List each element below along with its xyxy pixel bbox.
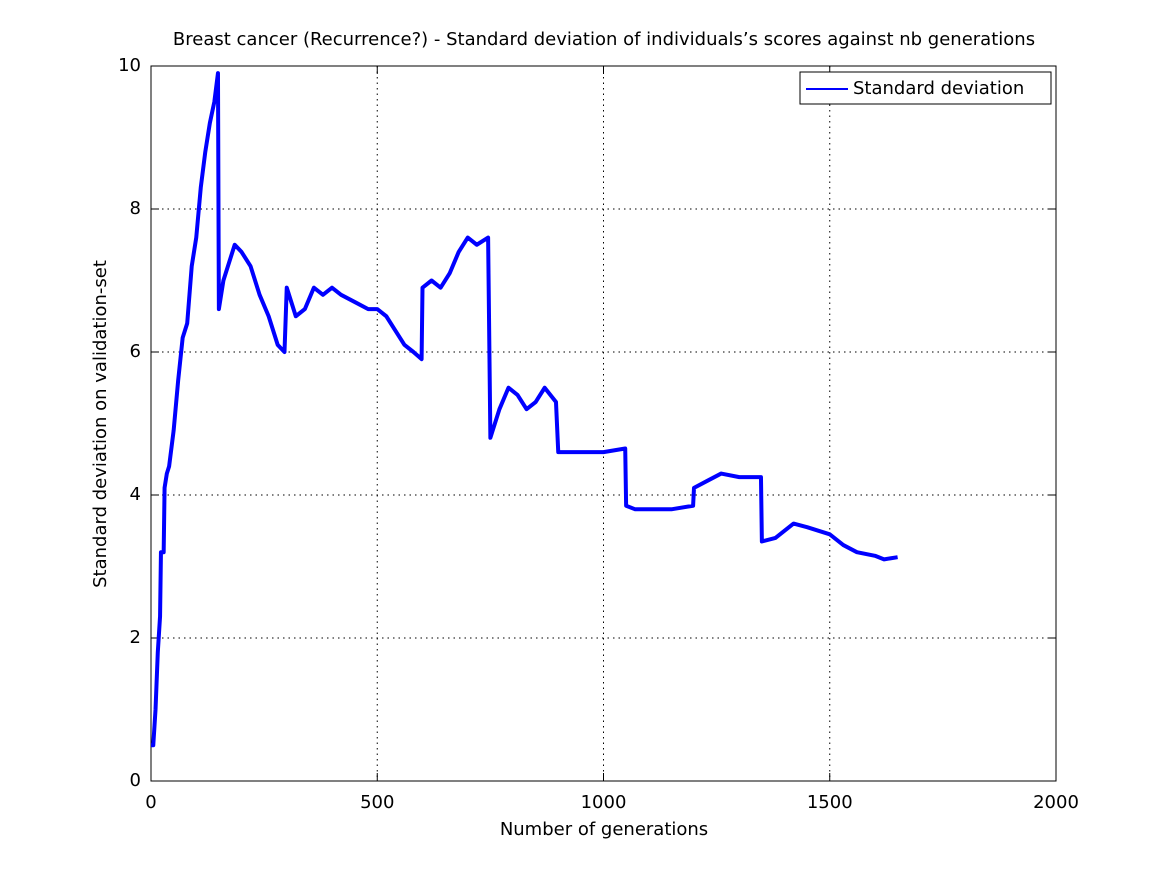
x-tick-label: 2000 [1033, 792, 1079, 813]
y-tick-label: 10 [118, 55, 141, 76]
y-tick-label: 0 [130, 770, 141, 791]
x-axis-label: Number of generations [500, 819, 708, 840]
y-axis-label: Standard deviation on validation-set [90, 260, 111, 588]
chart-title: Breast cancer (Recurrence?) - Standard d… [173, 29, 1035, 50]
legend-label: Standard deviation [853, 78, 1024, 99]
x-tick-label: 1500 [807, 792, 853, 813]
y-tick-label: 2 [130, 627, 141, 648]
data-line [151, 71, 898, 748]
x-tick-label: 500 [360, 792, 394, 813]
x-tick-label: 1000 [581, 792, 627, 813]
plot-frame [150, 65, 1057, 782]
y-tick-label: 4 [130, 484, 141, 505]
y-tick-label: 8 [130, 198, 141, 219]
y-tick-label: 6 [130, 341, 141, 362]
x-tick-label: 0 [145, 792, 156, 813]
